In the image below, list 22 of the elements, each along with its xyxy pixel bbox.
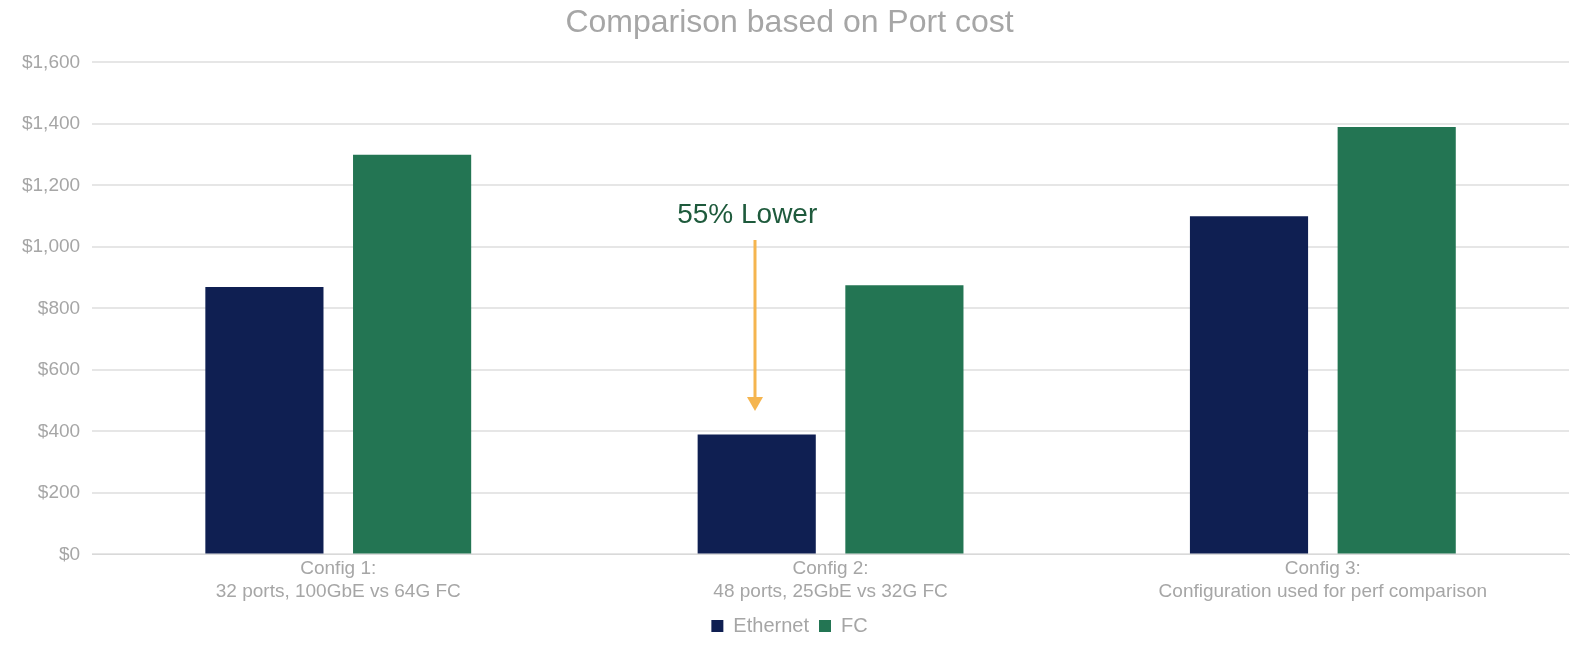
x-tick-label: Config 3: Configuration used for perf comparison (1158, 557, 1488, 601)
bar (353, 154, 472, 554)
x-tick-label: Config 1: 32 ports, 100GbE vs 64G FC (215, 557, 461, 601)
y-tick-label: $400 (37, 419, 81, 441)
y-tick-label: $200 (37, 481, 81, 503)
chart-title: Comparison based on Port cost (565, 3, 1014, 40)
annotation: 55% Lower (677, 198, 818, 230)
y-tick-label: $1,400 (21, 112, 81, 134)
y-tick-label: $1,200 (21, 173, 81, 195)
y-tick-label: $0 (58, 542, 81, 564)
bar (845, 285, 964, 554)
y-tick-label: $800 (37, 296, 81, 318)
legend-label: FC (840, 613, 868, 636)
bar (1337, 126, 1456, 554)
bar (1189, 216, 1309, 554)
y-tick-label: $600 (37, 358, 81, 380)
bar (205, 286, 324, 554)
y-tick-label: $1,600 (21, 50, 81, 72)
legend-label: Ethernet (733, 613, 810, 636)
bar (697, 434, 816, 554)
x-tick-label: Config 2: 48 ports, 25GbE vs 32G FC (713, 557, 948, 601)
y-tick-label: $1,000 (21, 235, 81, 257)
